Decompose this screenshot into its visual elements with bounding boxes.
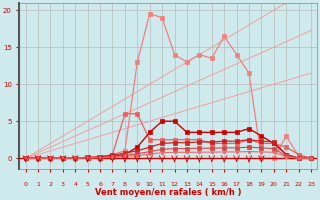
X-axis label: Vent moyen/en rafales ( km/h ): Vent moyen/en rafales ( km/h ) xyxy=(95,188,242,197)
